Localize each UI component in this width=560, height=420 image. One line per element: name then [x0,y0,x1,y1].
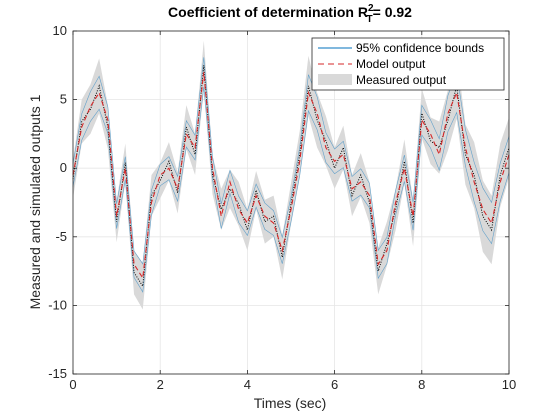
legend-label-measured: Measured output [356,73,447,87]
y-tick-label: 0 [60,160,67,175]
chart-title: Coefficient of determination R2 T= 0.92 [168,3,412,25]
x-tick-label: 8 [418,377,425,392]
confidence-bound-lower [72,86,510,293]
y-tick-label: -15 [48,366,67,381]
confidence-band-layer [73,40,509,310]
y-tick-label: 5 [60,92,67,107]
x-tick-label: 10 [502,377,516,392]
x-tick-label: 6 [331,377,338,392]
y-axis-label: Measured and simulated outputs 1 [27,94,43,309]
y-tick-label: 10 [53,23,67,38]
plot-frame [72,30,510,375]
legend-label-model: Model output [356,57,426,71]
x-tick-label: 0 [69,377,76,392]
series-layer [72,57,510,293]
measured-output-band [73,40,509,310]
x-axis-label: Times (sec) [254,395,327,411]
legend: 95% confidence bounds Model output Measu… [311,37,505,91]
measured-output-line [72,65,510,288]
title-subscript: T [367,14,373,25]
title-superscript: 2 [368,3,374,14]
confidence-bound-upper [72,57,510,265]
model-output-line [72,72,510,280]
title-suffix: = 0.92 [373,4,413,20]
y-tick-label: -10 [48,297,67,312]
legend-label-confidence: 95% confidence bounds [356,41,484,55]
x-tick-label: 2 [157,377,164,392]
title-prefix: Coefficient of determination R [168,4,368,20]
y-tick-label: -5 [55,229,67,244]
x-tick-label: 4 [244,377,251,392]
legend-swatch-measured [318,74,352,85]
ticks: 0 2 4 6 8 10 -15 -10 -5 0 5 10 [48,23,516,392]
